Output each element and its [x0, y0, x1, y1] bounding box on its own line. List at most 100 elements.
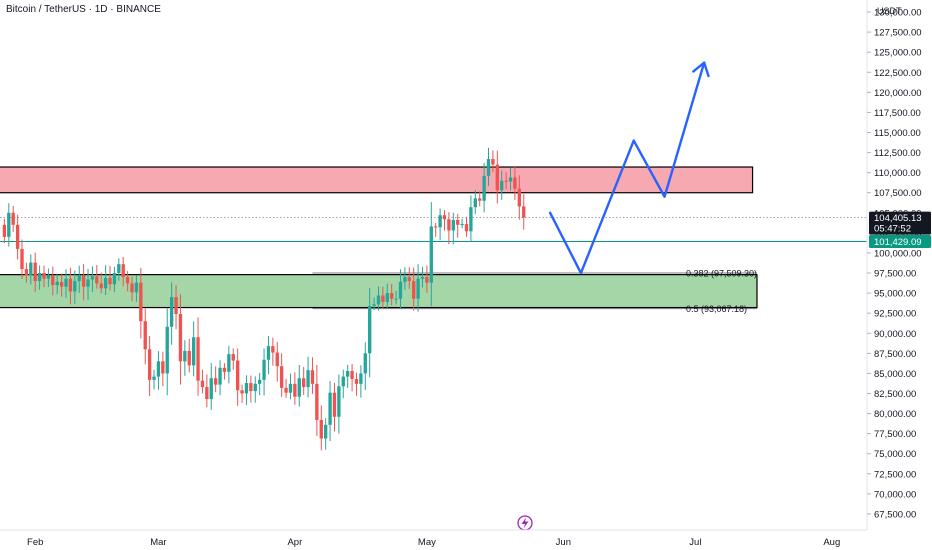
- price-tick-label: 95,000.00: [874, 289, 916, 300]
- candle-body: [451, 220, 455, 231]
- price-tick-label: 77,500.00: [874, 429, 916, 440]
- candle-body: [376, 295, 381, 305]
- candle-body: [99, 283, 103, 289]
- candle-body: [46, 275, 51, 279]
- candle-body: [240, 390, 244, 394]
- candle-body: [139, 282, 143, 322]
- candle-body: [218, 367, 222, 385]
- candle-body: [191, 337, 196, 366]
- lightning-icon: [517, 515, 533, 531]
- candle-body: [447, 219, 451, 231]
- candle-body: [381, 295, 385, 302]
- time-tick-label: Jul: [689, 537, 701, 548]
- candle-body: [200, 380, 205, 388]
- candle-body: [227, 354, 231, 372]
- candle-body: [434, 226, 438, 228]
- candle-body: [279, 366, 284, 388]
- candle-body: [59, 281, 64, 287]
- candle-body: [517, 188, 521, 207]
- time-tick-label: Apr: [287, 537, 302, 548]
- candle-body: [244, 383, 249, 394]
- price-tick-label: 107,500.00: [874, 188, 922, 199]
- candle-body: [165, 326, 169, 374]
- candle-body: [315, 383, 319, 420]
- candle-body: [222, 367, 227, 372]
- price-tick-label: 70,000.00: [874, 489, 916, 500]
- candle-body: [407, 277, 411, 282]
- candle-body: [332, 392, 337, 417]
- candle-body: [359, 373, 363, 384]
- candle-body: [522, 206, 526, 218]
- candle-body: [205, 387, 209, 400]
- candle-body: [55, 281, 59, 286]
- level-price-badge: [869, 234, 931, 248]
- candle-body: [491, 159, 495, 165]
- time-tick-label: Aug: [823, 537, 840, 548]
- candle-body: [398, 281, 403, 299]
- candle-body: [504, 180, 508, 182]
- candle-body: [473, 198, 477, 208]
- candle-body: [121, 264, 125, 278]
- candle-body: [20, 248, 24, 270]
- candle-body: [24, 269, 29, 276]
- candle-body: [469, 207, 473, 232]
- price-tick-label: 85,000.00: [874, 369, 916, 380]
- candle-body: [143, 321, 147, 350]
- candle-body: [253, 383, 257, 392]
- price-tick-label: 125,000.00: [874, 48, 922, 59]
- candle-body: [354, 379, 359, 384]
- candle-body: [235, 360, 240, 391]
- candle-body: [425, 277, 429, 283]
- candle-body: [178, 313, 183, 362]
- candle-body: [438, 215, 442, 228]
- candle-body: [64, 278, 68, 287]
- candle-body: [161, 361, 165, 374]
- candle-body: [486, 159, 491, 176]
- price-tick-label: 122,500.00: [874, 68, 922, 79]
- price-tick-label: 117,500.00: [874, 108, 921, 119]
- candle-body: [249, 383, 253, 392]
- candles-layer: [2, 147, 526, 451]
- candle-body: [103, 277, 108, 289]
- price-tick-label: 72,500.00: [874, 469, 916, 480]
- candle-body: [11, 212, 15, 225]
- candle-body: [394, 298, 398, 300]
- time-axis[interactable]: Feb Mar Apr May Jun Jul Aug: [0, 529, 867, 548]
- candle-body: [429, 226, 433, 283]
- price-tick-label: 80,000.00: [874, 409, 916, 420]
- candle-body: [306, 370, 310, 388]
- candle-body: [324, 424, 328, 439]
- candle-body: [297, 378, 301, 397]
- lightning-icon-bolt: [521, 517, 529, 529]
- candle-body: [68, 278, 73, 292]
- candle-body: [169, 297, 174, 327]
- price-tick-label: 90,000.00: [874, 329, 916, 340]
- candle-body: [464, 224, 469, 232]
- time-tick-label: Feb: [27, 537, 43, 548]
- candle-body: [86, 279, 90, 287]
- projection-arrowhead: [692, 61, 710, 78]
- candle-body: [372, 304, 376, 306]
- candle-body: [196, 337, 200, 381]
- fib-level-label: 0.382 (97,509.30): [686, 268, 757, 278]
- overlay-layer: [517, 61, 710, 531]
- candle-body: [2, 224, 7, 237]
- time-tick-label: May: [418, 537, 436, 548]
- candle-body: [108, 277, 112, 285]
- price-axis[interactable]: 67,500.00 70,000.00 72,500.00 75,000.00 77,5…: [866, 0, 932, 550]
- candle-body: [460, 224, 464, 226]
- candle-body: [284, 387, 288, 393]
- candle-body: [288, 383, 293, 393]
- candle-body: [187, 350, 191, 366]
- price-tick-label: 112,500.00: [874, 148, 921, 159]
- current-price-badge: [869, 211, 931, 235]
- price-tick-label: 82,500.00: [874, 389, 916, 400]
- candle-body: [310, 370, 315, 384]
- candle-body: [90, 276, 95, 280]
- candle-body: [368, 305, 372, 354]
- candle-body: [328, 392, 332, 425]
- candle-body: [482, 175, 486, 201]
- candle-body: [478, 198, 482, 201]
- symbol-title: Bitcoin / TetherUS · 1D · BINANCE: [6, 4, 161, 15]
